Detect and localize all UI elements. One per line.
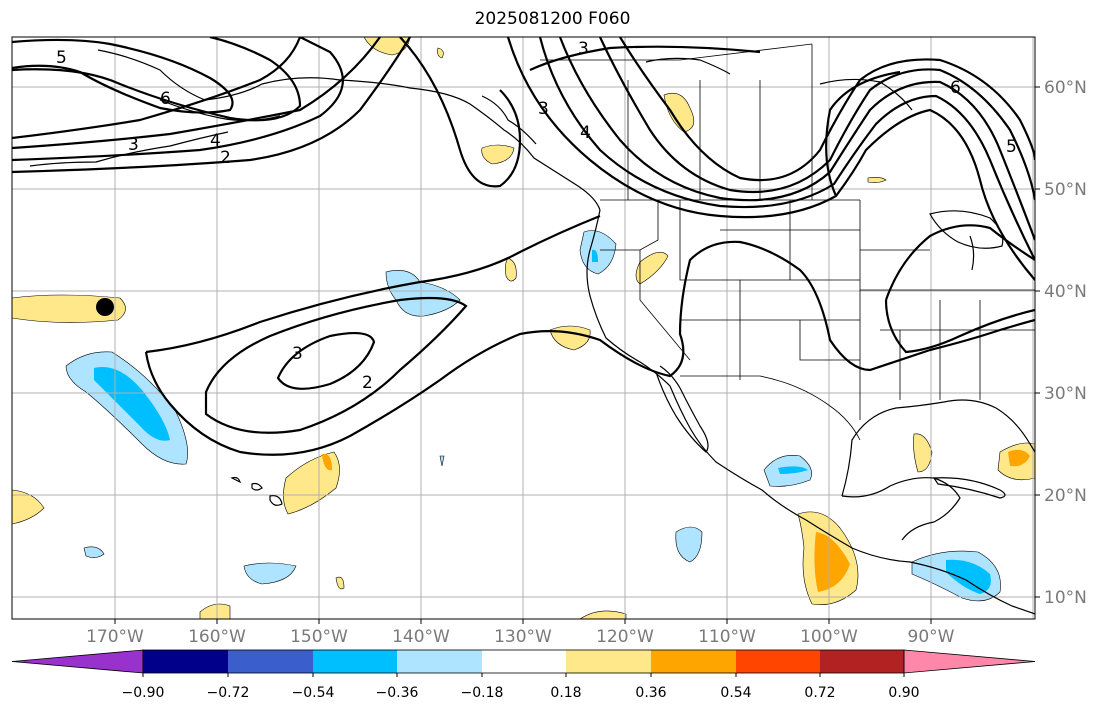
negative-anomaly-region	[439, 455, 445, 467]
contour-label: 3	[578, 39, 589, 59]
lat-ticks	[1035, 86, 1040, 598]
colorbar-tick-label: 0.90	[888, 685, 919, 701]
colorbar-tick-label: 0.36	[635, 685, 666, 701]
positive-anomaly-region	[12, 294, 126, 323]
colorbar-outline	[142, 649, 905, 674]
lon-label: 130°W	[494, 627, 552, 647]
colorbar-extend-min	[11, 649, 144, 674]
contour-label: 4	[210, 131, 221, 151]
colorbar-segment	[313, 650, 397, 673]
lat-label: 60°N	[1044, 78, 1087, 98]
colorbar-tick-label: 0.18	[550, 685, 581, 701]
graticule	[12, 37, 1035, 619]
lon-ticks	[114, 619, 932, 624]
contour-label: 3	[292, 344, 303, 364]
negative-anomaly-region	[385, 270, 461, 317]
colorbar-tick-label: −0.72	[207, 685, 250, 701]
positive-anomaly-region	[505, 257, 517, 282]
positive-anomaly-region	[913, 433, 933, 473]
contour-label: 2	[362, 373, 373, 393]
lon-label: 150°W	[290, 627, 348, 647]
colorbar-segment	[397, 650, 482, 673]
contour-label: 5	[1006, 137, 1017, 157]
contour-label: 2	[220, 148, 231, 168]
lat-label: 20°N	[1044, 486, 1087, 506]
positive-anomaly-region	[867, 177, 887, 183]
contour-lines	[12, 37, 1035, 456]
colorbar-tick-label: −0.90	[122, 685, 165, 701]
contour-label: 6	[160, 89, 171, 109]
negative-anomaly-core	[592, 249, 598, 262]
colorbar-segment	[651, 650, 736, 673]
negative-anomaly-core	[778, 466, 808, 474]
lat-label: 40°N	[1044, 282, 1087, 302]
colorbar-tick-labels: −0.90 −0.72 −0.54 −0.36 −0.18 0.18 0.36 …	[122, 685, 920, 701]
colorbar-tick-label: 0.54	[720, 685, 751, 701]
colorbar-segment	[820, 650, 904, 673]
colorbar-segment	[566, 650, 651, 673]
negative-anomaly-region	[243, 562, 297, 585]
contour-label: 3	[538, 99, 549, 119]
lon-label: 170°W	[86, 627, 144, 647]
latitude-labels: 60°N 50°N 40°N 30°N 20°N 10°N	[1044, 78, 1087, 608]
lat-label: 50°N	[1044, 180, 1087, 200]
contour-label: 3	[128, 135, 139, 155]
lon-label: 110°W	[698, 627, 756, 647]
negative-anomaly-region	[675, 526, 703, 563]
lat-label: 10°N	[1044, 588, 1087, 608]
positive-anomaly-region	[663, 92, 695, 133]
positive-anomaly-region	[12, 489, 45, 525]
map-title: 2025081200 F060	[474, 9, 631, 29]
contour-labels: 5 6 3 4 2 3 3 4 6 5 3 2	[56, 39, 1017, 393]
colorbar-tick-label: −0.36	[376, 685, 419, 701]
contour-label: 5	[56, 48, 67, 68]
positive-anomaly-region	[199, 603, 231, 619]
negative-anomaly-region	[579, 230, 617, 275]
colorbar-tick-label: −0.18	[461, 685, 504, 701]
lat-label: 30°N	[1044, 384, 1087, 404]
positive-anomaly-core	[814, 532, 850, 592]
positive-anomaly-region	[481, 144, 515, 165]
colorbar	[11, 649, 1036, 677]
positive-anomaly-core	[1008, 449, 1030, 467]
lon-label: 120°W	[596, 627, 654, 647]
contour-label: 6	[950, 78, 961, 98]
coastlines	[29, 49, 1035, 615]
negative-anomaly-region	[83, 546, 105, 558]
lon-label: 140°W	[392, 627, 450, 647]
negative-anomaly-core	[946, 559, 991, 594]
positive-anomaly-core	[322, 453, 332, 471]
positive-anomaly-region	[335, 576, 345, 590]
lon-label: 90°W	[908, 627, 955, 647]
point-marker	[96, 298, 114, 316]
colorbar-tick-label: −0.54	[292, 685, 335, 701]
lon-label: 160°W	[188, 627, 246, 647]
contour-label: 4	[580, 123, 591, 143]
negative-anomaly-core	[94, 366, 170, 441]
colorbar-tick-label: 0.72	[804, 685, 835, 701]
longitude-labels: 170°W 160°W 150°W 140°W 130°W 120°W 110°…	[86, 627, 955, 647]
colorbar-segment	[482, 650, 566, 673]
positive-anomaly-region	[437, 47, 444, 59]
colorbar-extend-max	[903, 649, 1036, 674]
colorbar-segment	[228, 650, 313, 673]
colorbar-segment	[736, 650, 820, 673]
colorbar-segment	[143, 650, 228, 673]
positive-anomaly-region	[579, 610, 627, 619]
positive-anomaly-region	[635, 251, 669, 285]
lon-label: 100°W	[800, 627, 858, 647]
